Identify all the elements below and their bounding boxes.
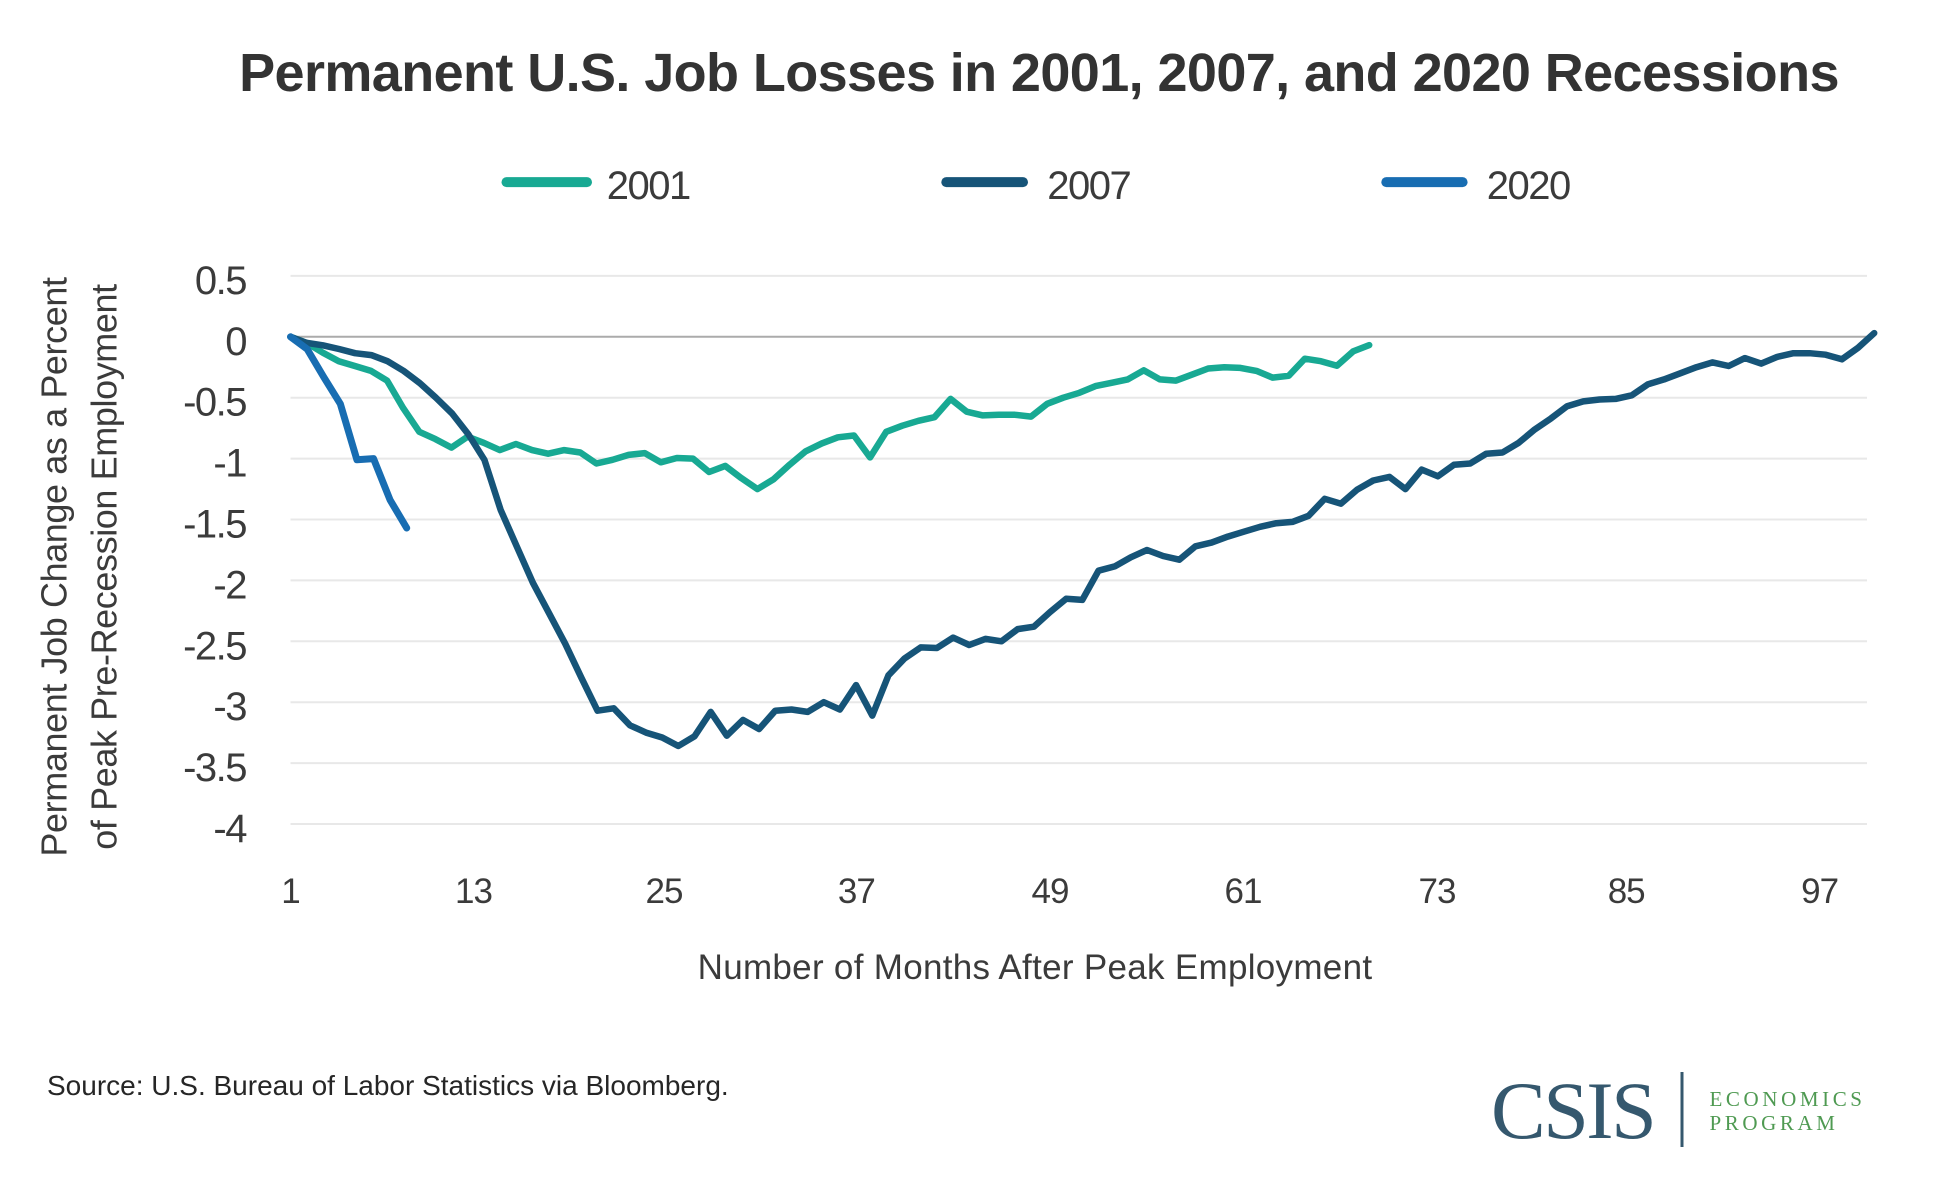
svg-text:97: 97 xyxy=(1801,872,1838,911)
svg-text:0: 0 xyxy=(225,320,246,364)
svg-text:CSIS: CSIS xyxy=(1491,1065,1654,1156)
svg-text:-1: -1 xyxy=(213,442,246,486)
svg-text:49: 49 xyxy=(1032,872,1069,911)
svg-text:73: 73 xyxy=(1419,872,1456,911)
svg-text:-0.5: -0.5 xyxy=(183,381,246,425)
svg-text:-3: -3 xyxy=(213,685,246,729)
svg-text:-1.5: -1.5 xyxy=(183,503,246,547)
svg-text:Permanent U.S. Job Losses in 2: Permanent U.S. Job Losses in 2001, 2007,… xyxy=(239,43,1839,103)
svg-text:25: 25 xyxy=(646,872,683,911)
svg-text:of Peak Pre-Recession Employme: of Peak Pre-Recession Employment xyxy=(84,284,125,850)
svg-text:2001: 2001 xyxy=(607,164,690,208)
svg-text:2007: 2007 xyxy=(1047,164,1130,208)
svg-text:2020: 2020 xyxy=(1487,164,1570,208)
svg-text:ECONOMICS: ECONOMICS xyxy=(1710,1087,1866,1111)
svg-text:-4: -4 xyxy=(213,807,247,851)
svg-text:PROGRAM: PROGRAM xyxy=(1710,1111,1839,1135)
svg-text:Source: U.S. Bureau of Labor S: Source: U.S. Bureau of Labor Statistics … xyxy=(47,1070,729,1101)
svg-text:0.5: 0.5 xyxy=(195,259,246,303)
svg-text:1: 1 xyxy=(281,872,299,911)
svg-text:13: 13 xyxy=(455,872,492,911)
svg-text:85: 85 xyxy=(1608,872,1645,911)
svg-text:-3.5: -3.5 xyxy=(183,746,246,790)
svg-text:37: 37 xyxy=(838,872,875,911)
svg-text:Permanent Job Change as a Perc: Permanent Job Change as a Percent xyxy=(34,277,75,857)
svg-text:61: 61 xyxy=(1225,872,1262,911)
svg-text:Number of Months After Peak Em: Number of Months After Peak Employment xyxy=(698,948,1373,987)
svg-text:-2: -2 xyxy=(213,563,246,607)
svg-text:-2.5: -2.5 xyxy=(183,624,246,668)
